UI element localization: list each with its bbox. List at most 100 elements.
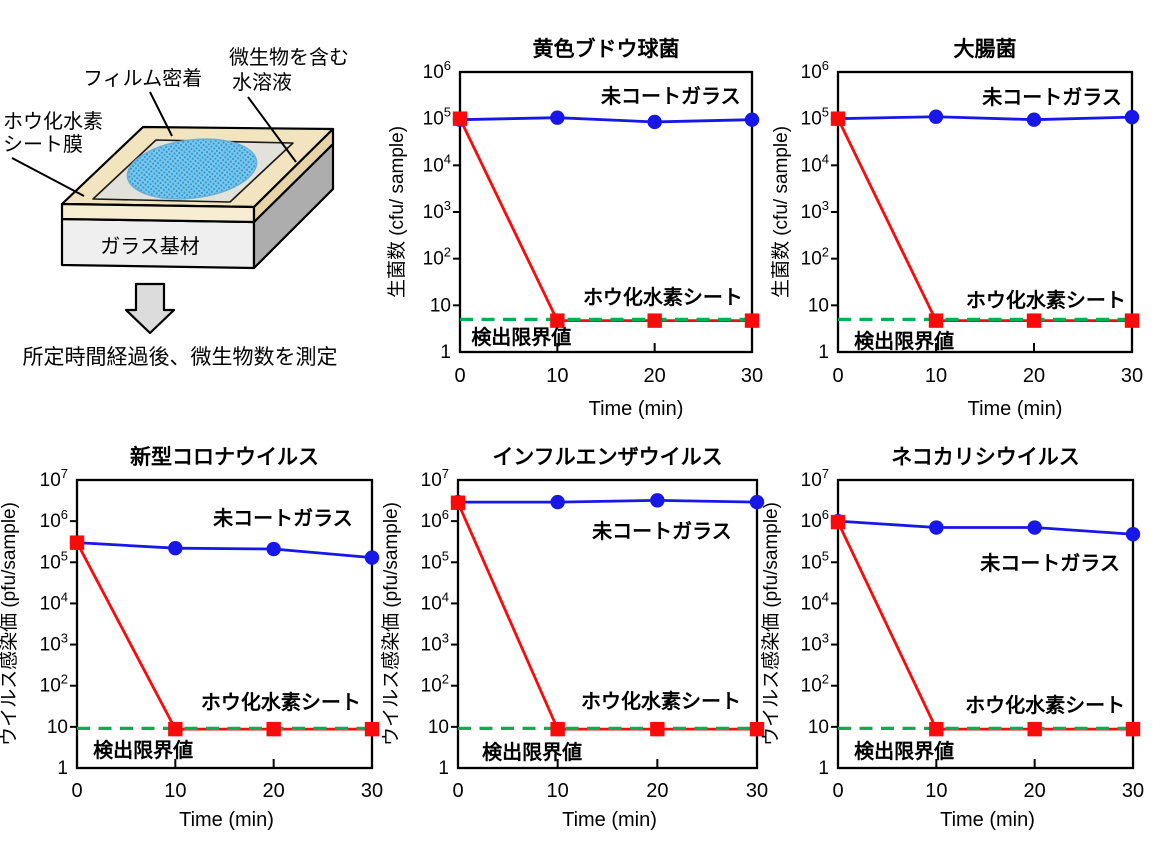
x-tick-label: 0 bbox=[832, 365, 843, 387]
y-tick-label: 104 bbox=[801, 589, 829, 614]
x-tick-label: 10 bbox=[925, 365, 947, 387]
chart-title: ネコカリシウイルス bbox=[891, 446, 1080, 469]
borohydride-sheet-point bbox=[364, 721, 380, 737]
y-tick-label: 102 bbox=[40, 672, 68, 697]
borohydride-sheet-point bbox=[550, 721, 565, 737]
y-tick-label: 107 bbox=[40, 466, 68, 491]
y-tick-label: 10 bbox=[808, 295, 829, 316]
y-tick-label: 104 bbox=[423, 151, 451, 176]
borohydride-sheet-point bbox=[1125, 721, 1141, 737]
sheet-film-side-face bbox=[252, 127, 335, 224]
x-tick-label: 30 bbox=[741, 365, 763, 387]
uncoated-glass-point bbox=[1027, 520, 1042, 535]
borohydride-sheet-point bbox=[450, 495, 466, 510]
borohydride-sheet-point bbox=[650, 721, 665, 737]
y-tick-label: 1 bbox=[438, 758, 449, 779]
borohydride-sheet-point bbox=[1027, 721, 1042, 737]
uncoated-glass-line bbox=[458, 498, 758, 504]
borohydride-sheet-point bbox=[168, 721, 183, 737]
chart-title: 黄色ブドウ球菌 bbox=[533, 37, 680, 61]
uncoated-glass-point bbox=[650, 493, 665, 508]
y-tick-label: 106 bbox=[421, 507, 449, 532]
borohydride-sheet-point bbox=[69, 535, 85, 550]
plot-border bbox=[75, 478, 374, 770]
uncoated-glass-point bbox=[1124, 109, 1140, 125]
detection-limit-label: 検出限界値 bbox=[93, 738, 193, 762]
chart-title: 新型コロナウイルス bbox=[130, 445, 319, 469]
y-tick-label: 105 bbox=[40, 548, 68, 573]
solution-label-line1: 微生物を含む bbox=[229, 46, 349, 69]
borohydride-sheet-series-label: ホウ化水素シート bbox=[583, 285, 743, 309]
uncoated-glass-series-label: 未コートガラス bbox=[601, 85, 741, 108]
x-tick-label: 30 bbox=[1122, 780, 1144, 802]
y-tick-label: 105 bbox=[423, 105, 451, 130]
uncoated-glass-point bbox=[929, 520, 944, 535]
x-tick-label: 10 bbox=[925, 780, 947, 802]
down-arrow-icon bbox=[124, 282, 176, 335]
uncoated-glass-point bbox=[1026, 112, 1042, 127]
uncoated-glass-point bbox=[928, 109, 944, 124]
y-tick-label: 102 bbox=[423, 245, 451, 270]
borohydride-sheet-series-label: ホウ化水素シート bbox=[965, 693, 1125, 717]
y-axis-label: ウイルス感染価 (pfu/sample) bbox=[380, 502, 402, 746]
uncoated-glass-point bbox=[364, 550, 380, 565]
y-tick-label: 106 bbox=[40, 507, 68, 532]
detection-limit-label: 検出限界値 bbox=[482, 740, 582, 764]
borohydride-sheet-series-label: ホウ化水素シート bbox=[966, 288, 1126, 312]
y-tick-label: 106 bbox=[801, 58, 829, 83]
borohydride-sheet-point bbox=[929, 721, 944, 737]
x-tick-label: 20 bbox=[646, 780, 668, 802]
y-tick-label: 10 bbox=[430, 295, 451, 316]
y-tick-label: 103 bbox=[801, 198, 829, 223]
borohydride-sheet-point bbox=[830, 514, 846, 530]
sheet-leader-line bbox=[11, 157, 85, 197]
uncoated-glass-point bbox=[749, 494, 765, 510]
y-tick-label: 10 bbox=[808, 717, 829, 738]
uncoated-glass-point bbox=[550, 494, 565, 510]
y-tick-label: 10 bbox=[47, 717, 68, 738]
film-leader-line bbox=[149, 91, 173, 137]
chart-title: インフルエンザウイルス bbox=[492, 446, 722, 469]
y-tick-label: 106 bbox=[801, 507, 829, 532]
y-tick-label: 106 bbox=[423, 58, 451, 83]
chart-title: 大腸菌 bbox=[954, 38, 1017, 61]
detection-limit-label: 検出限界値 bbox=[854, 329, 954, 353]
plot-border bbox=[456, 478, 759, 770]
borohydride-sheet-point bbox=[452, 111, 468, 126]
x-tick-label: 0 bbox=[832, 780, 843, 802]
uncoated-glass-series-label: 未コートガラス bbox=[213, 507, 353, 530]
y-tick-label: 10 bbox=[428, 717, 449, 738]
y-tick-label: 104 bbox=[421, 589, 449, 614]
borohydride-sheet-point bbox=[749, 721, 765, 737]
uncoated-glass-series-label: 未コートガラス bbox=[980, 552, 1120, 575]
detection-limit-label: 検出限界値 bbox=[471, 325, 571, 349]
uncoated-glass-point bbox=[647, 114, 662, 130]
uncoated-glass-line bbox=[837, 115, 1133, 122]
y-axis-label: ウイルス感染価 (pfu/sample) bbox=[760, 502, 782, 746]
detection-limit-label: 検出限界値 bbox=[854, 739, 954, 763]
x-axis-label: Time (min) bbox=[589, 398, 684, 420]
substrate-label: ガラス基材 bbox=[100, 235, 200, 258]
y-tick-label: 1 bbox=[818, 758, 829, 779]
sheet-label-line2: シート膜 bbox=[3, 133, 83, 156]
y-tick-label: 102 bbox=[801, 245, 829, 270]
borohydride-sheet-point bbox=[550, 313, 565, 328]
x-tick-label: 30 bbox=[361, 780, 383, 802]
x-tick-label: 20 bbox=[644, 365, 666, 387]
plot-border bbox=[836, 478, 1135, 770]
x-tick-label: 10 bbox=[547, 780, 569, 802]
x-tick-label: 10 bbox=[164, 780, 186, 802]
y-tick-label: 103 bbox=[801, 631, 829, 656]
borohydride-sheet-point bbox=[647, 313, 662, 328]
x-axis-label: Time (min) bbox=[940, 809, 1035, 831]
uncoated-glass-point bbox=[168, 540, 183, 556]
y-axis-label: 生菌数 (cfu/ sample) bbox=[770, 126, 792, 298]
y-tick-label: 103 bbox=[421, 631, 449, 656]
x-tick-label: 20 bbox=[1023, 365, 1045, 387]
